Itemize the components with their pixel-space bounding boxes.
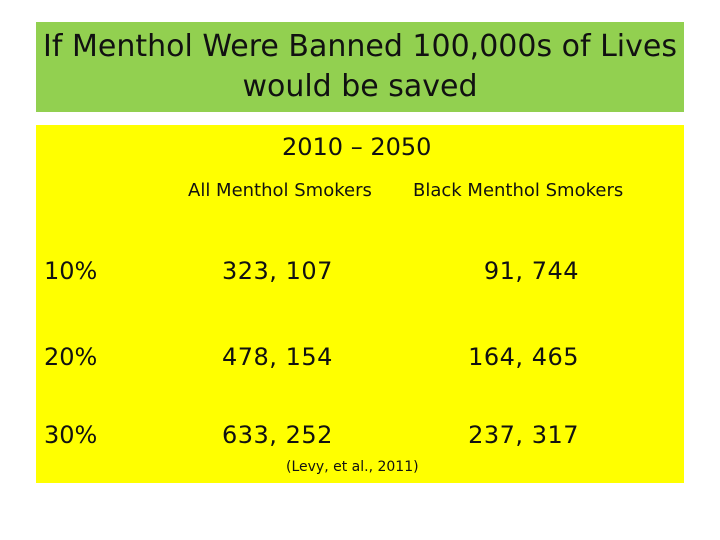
row-percent: 30% (44, 421, 98, 449)
column-header-all-menthol-smokers: All Menthol Smokers (188, 180, 372, 201)
title-banner: If Menthol Were Banned 100,000s of Lives… (36, 22, 684, 112)
citation: (Levy, et al., 2011) (286, 459, 419, 475)
row-value-black: 91, 744 (483, 257, 579, 285)
row-percent: 20% (44, 343, 98, 371)
row-value-black: 164, 465 (468, 343, 579, 371)
row-value-all: 323, 107 (222, 257, 333, 285)
period-label: 2010 – 2050 (282, 133, 432, 161)
row-value-all: 478, 154 (222, 343, 333, 371)
data-panel: 2010 – 2050 All Menthol Smokers Black Me… (36, 125, 684, 483)
row-value-all: 633, 252 (222, 421, 333, 449)
column-header-black-menthol-smokers: Black Menthol Smokers (413, 180, 624, 201)
row-value-black: 237, 317 (468, 421, 579, 449)
row-percent: 10% (44, 257, 98, 285)
slide-title: If Menthol Were Banned 100,000s of Lives… (43, 29, 677, 104)
